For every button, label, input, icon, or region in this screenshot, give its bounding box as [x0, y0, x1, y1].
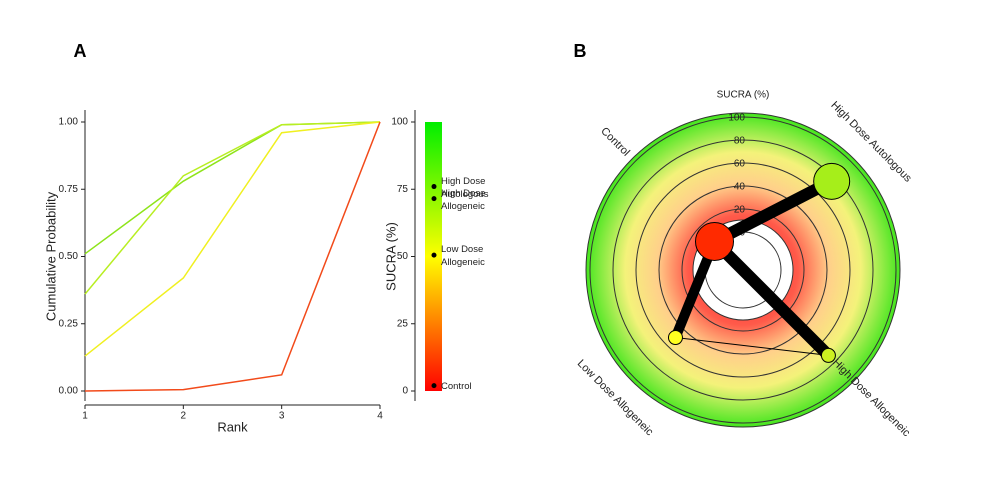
- x-tick-label: 4: [377, 411, 383, 422]
- colorbar-label: SUCRA (%): [383, 222, 398, 291]
- sucra-point: [431, 252, 437, 258]
- y-tick-label: 1.00: [59, 117, 79, 128]
- ring: [681, 208, 805, 332]
- node: [813, 162, 851, 200]
- r-tick-label: 60: [734, 159, 746, 170]
- ring: [612, 139, 874, 401]
- y-tick-label: 0.50: [59, 251, 79, 262]
- node: [667, 330, 683, 346]
- point-label: High Dose Autologous: [441, 175, 489, 200]
- x-tick-label: 2: [181, 411, 187, 422]
- sucra-point: [431, 196, 437, 202]
- point-label: Control: [441, 381, 472, 393]
- panel-label: A: [74, 41, 87, 61]
- label-box: Control: [441, 381, 472, 393]
- r-tick-label: 100: [728, 113, 745, 124]
- edge: [675, 337, 829, 356]
- panel-label: B: [574, 41, 587, 61]
- y-tick-label: 75: [397, 184, 409, 195]
- edge: [710, 237, 833, 360]
- r-tick-label: 40: [734, 182, 746, 193]
- x-tick-label: 3: [279, 411, 285, 422]
- label-box: High Dose Autologous: [441, 175, 489, 200]
- edge: [711, 175, 835, 247]
- sucra-point: [431, 383, 437, 389]
- sucra-point: [431, 184, 437, 190]
- x-tick-label: 1: [82, 411, 88, 422]
- r-tick-label: 20: [734, 205, 746, 216]
- radial-title: SUCRA (%): [717, 90, 770, 101]
- label-box: Low Dose Allogeneic: [441, 244, 485, 269]
- category-label: High Dose Allogeneic: [830, 357, 913, 440]
- series-line: [84, 121, 381, 295]
- y-tick-label: 50: [397, 251, 409, 262]
- series-line: [84, 121, 381, 392]
- node: [695, 222, 735, 262]
- point-label: High Dose Allogeneic: [441, 187, 486, 212]
- node: [820, 347, 836, 363]
- y-tick-label: 0.75: [59, 184, 79, 195]
- y-axis-label: Cumulative Probability: [43, 191, 58, 321]
- category-label: Control: [598, 125, 632, 159]
- ring: [635, 162, 851, 378]
- y-tick-label: 0: [402, 386, 408, 397]
- y-tick-label: 0.25: [59, 318, 79, 329]
- label-box: High Dose Allogeneic: [441, 187, 486, 212]
- y-tick-label: 100: [391, 117, 408, 128]
- ring: [589, 116, 897, 424]
- point-label: Low Dose Allogeneic: [441, 244, 485, 269]
- ring: [658, 185, 828, 355]
- y-tick-label: 25: [397, 318, 409, 329]
- r-tick-label: 80: [734, 136, 746, 147]
- y-tick-label: 0.00: [59, 386, 79, 397]
- series-line: [84, 121, 381, 357]
- x-axis-label: Rank: [217, 419, 248, 434]
